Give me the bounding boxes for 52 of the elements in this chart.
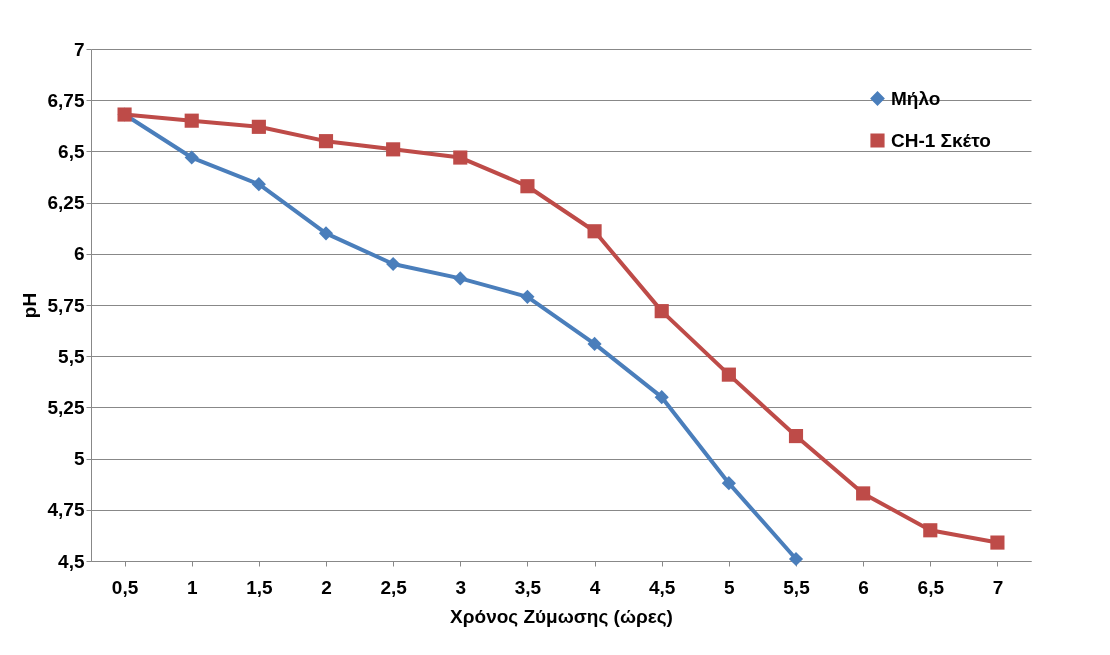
x-tick-label: 2,5 [380, 576, 408, 598]
y-tick-label: 5,5 [58, 345, 85, 367]
y-tick-label: 6,75 [47, 89, 85, 111]
point [184, 113, 199, 128]
point [386, 256, 401, 272]
point [788, 429, 804, 444]
point [856, 486, 871, 501]
point [453, 271, 468, 286]
y-tick-label: 4,75 [47, 499, 85, 521]
point [587, 224, 602, 239]
x-tick-label: 3 [455, 576, 467, 598]
x-tick-label: 1,5 [246, 576, 273, 598]
point [721, 367, 736, 382]
x-axis-title: Χρόνος Ζύμωσης (ώρες) [450, 605, 673, 627]
point [386, 142, 401, 157]
point [318, 226, 334, 241]
x-tick-label: 3,5 [514, 576, 542, 598]
y-tick-label: 6,25 [47, 192, 85, 214]
point [990, 535, 1005, 550]
point [654, 390, 669, 405]
x-tick-label: 2 [321, 576, 332, 598]
point [587, 336, 602, 351]
point [654, 304, 669, 319]
y-tick-label: 6 [73, 243, 85, 265]
point [453, 150, 468, 165]
x-tick-label: 0,5 [111, 576, 139, 598]
x-tick-label: 4,5 [649, 576, 676, 598]
point [251, 119, 266, 134]
legend-label: CH-1 Σκέτο [891, 129, 991, 151]
point [923, 523, 938, 538]
point [721, 476, 736, 491]
legend-label: Μήλο [891, 87, 941, 109]
x-tick-label: 6 [858, 576, 869, 598]
y-tick-label: 5 [73, 448, 85, 470]
y-tick-label: 4,5 [58, 550, 85, 572]
y-tick-label: 7 [73, 38, 85, 60]
x-tick-label: 5 [724, 576, 736, 598]
y-tick-label: 5,75 [47, 294, 85, 316]
point [788, 551, 804, 567]
x-tick-label: 5,5 [783, 576, 811, 598]
y-axis-title: pH [18, 292, 40, 319]
point [520, 179, 535, 194]
x-tick-label: 4 [589, 576, 601, 598]
x-tick-label: 6,5 [917, 576, 945, 598]
point [318, 134, 334, 149]
point [184, 150, 199, 165]
x-tick-label: 7 [992, 576, 1004, 598]
y-tick-label: 5,25 [47, 396, 85, 418]
y-tick-label: 6,5 [58, 140, 85, 162]
x-tick-label: 1 [186, 576, 198, 598]
point [251, 177, 266, 192]
point [520, 289, 535, 304]
